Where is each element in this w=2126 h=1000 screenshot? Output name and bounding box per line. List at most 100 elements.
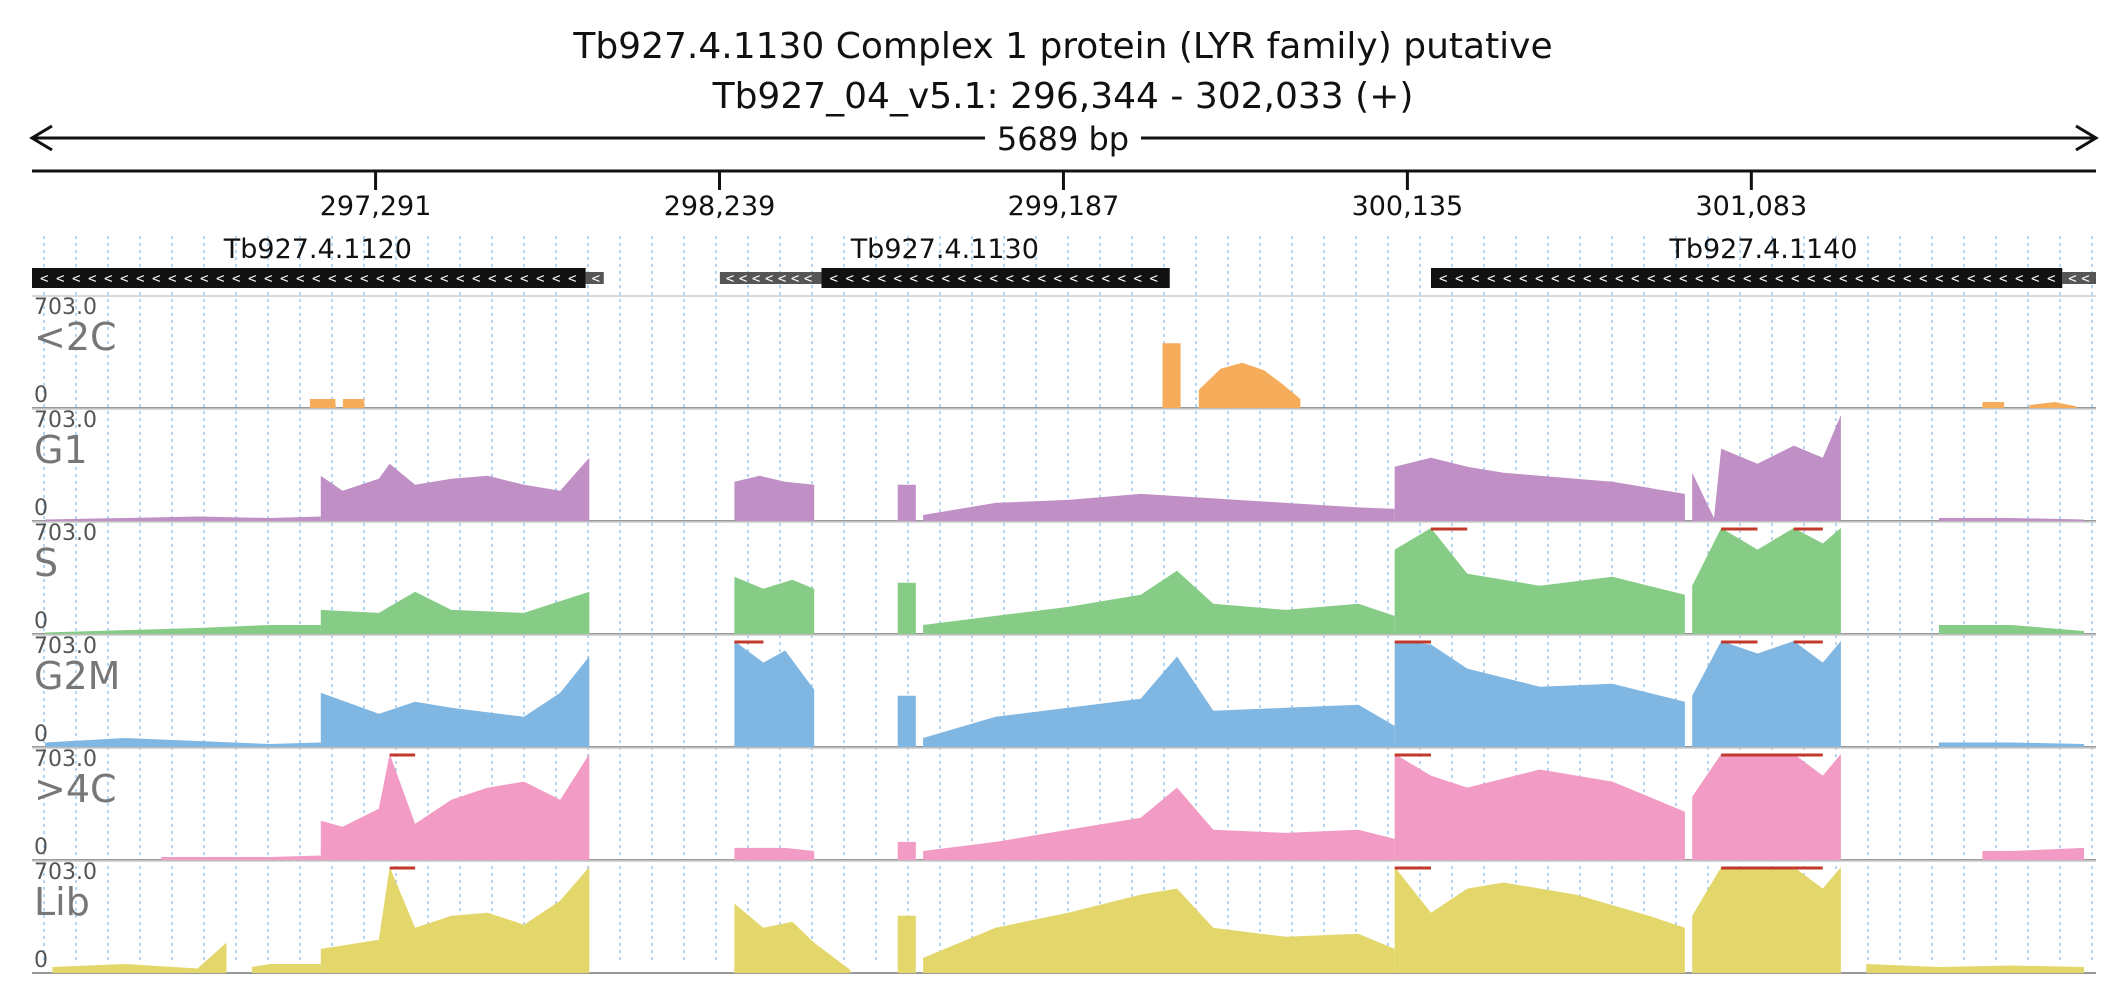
coverage-area bbox=[897, 695, 916, 747]
gene-Tb927.4.1140[interactable]: < < < < < < < < < < < < < < < < < < < < < < < < < < < < < < < < < < < < < < < <… bbox=[1430, 234, 2096, 288]
coverage-area bbox=[923, 570, 1395, 634]
gene-Tb927.4.1120[interactable]: < < < < < < < < < < < < < < < < < < < < < < < < < < < < < < < < < < < Tb927… bbox=[32, 234, 604, 288]
strand-chevron: < bbox=[568, 271, 576, 287]
coordinate-axis: 297,291 298,239 299,187 300,135 301,083 bbox=[32, 169, 2096, 222]
strand-chevron: < bbox=[328, 271, 336, 287]
tick-label: 297,291 bbox=[320, 191, 432, 222]
coverage-area bbox=[342, 399, 365, 408]
gene-label: Tb927.4.1120 bbox=[223, 234, 412, 265]
strand-chevron: < bbox=[1887, 271, 1895, 287]
coverage-area bbox=[45, 738, 321, 747]
coverage-area bbox=[1394, 641, 1685, 747]
strand-chevron: < bbox=[1471, 271, 1479, 287]
coverage-area bbox=[320, 591, 590, 634]
strand-chevron: < bbox=[184, 271, 192, 287]
coverage-area bbox=[923, 888, 1395, 973]
coverage-area bbox=[897, 915, 916, 973]
strand-chevron: < bbox=[136, 271, 144, 287]
strand-chevron: < bbox=[845, 271, 853, 287]
strand-chevron: < bbox=[1615, 271, 1623, 287]
strand-chevron: < bbox=[1021, 271, 1029, 287]
coverage-area bbox=[1866, 964, 2084, 973]
coverage-area bbox=[897, 582, 916, 634]
track-name: G2M bbox=[34, 654, 120, 698]
tick-label: 300,135 bbox=[1352, 191, 1464, 222]
gene-cds bbox=[1430, 268, 2063, 288]
coverage-area bbox=[1394, 457, 1685, 521]
strand-chevron: < bbox=[1903, 271, 1911, 287]
strand-chevron: < bbox=[765, 271, 773, 287]
scale-max-label: 703.0 bbox=[34, 521, 97, 546]
strand-chevron: < bbox=[552, 271, 560, 287]
coverage-area bbox=[45, 516, 321, 521]
coverage-area bbox=[1692, 754, 1841, 860]
coverage-area bbox=[923, 787, 1395, 860]
strand-chevron: < bbox=[726, 271, 734, 287]
strand-chevron: < bbox=[376, 271, 384, 287]
track-name: G1 bbox=[34, 428, 88, 472]
scale-min-label: 0 bbox=[34, 948, 48, 973]
coverage-area bbox=[161, 855, 321, 860]
scale-max-label: 703.0 bbox=[34, 408, 97, 433]
chart-title: Tb927.4.1130 Complex 1 protein (LYR fami… bbox=[572, 26, 1552, 67]
strand-chevron: < bbox=[941, 271, 949, 287]
coverage-area bbox=[320, 656, 590, 747]
coverage-area bbox=[1982, 847, 2084, 860]
strand-chevron: < bbox=[909, 271, 917, 287]
scale-min-label: 0 bbox=[34, 722, 48, 747]
strand-chevron: < bbox=[1599, 271, 1607, 287]
scale-min-label: 0 bbox=[34, 835, 48, 860]
strand-chevron: < bbox=[1487, 271, 1495, 287]
tick-label: 298,239 bbox=[664, 191, 776, 222]
strand-chevron: < bbox=[440, 271, 448, 287]
scale-max-label: 703.0 bbox=[34, 747, 97, 772]
strand-chevron: < bbox=[1743, 271, 1751, 287]
coverage-area bbox=[734, 475, 815, 521]
span-arrow: 5689 bp bbox=[29, 120, 2099, 158]
strand-chevron: < bbox=[1999, 271, 2007, 287]
coverage-area bbox=[1982, 402, 2005, 408]
genomic-location: Tb927_04_v5.1: 296,344 - 302,033 (+) bbox=[712, 76, 1414, 117]
scale-max-label: 703.0 bbox=[34, 634, 97, 659]
strand-chevron: < bbox=[1149, 271, 1157, 287]
gene-label: Tb927.4.1140 bbox=[1668, 234, 1857, 265]
track-name: Lib bbox=[34, 880, 90, 924]
strand-chevron: < bbox=[392, 271, 400, 287]
strand-chevron: < bbox=[861, 271, 869, 287]
strand-chevron: < bbox=[1983, 271, 1991, 287]
tick-label: 299,187 bbox=[1008, 191, 1120, 222]
gene-utr bbox=[719, 272, 822, 284]
coverage-area bbox=[52, 942, 227, 973]
strand-chevron: < bbox=[408, 271, 416, 287]
strand-chevron: < bbox=[1871, 271, 1879, 287]
coverage-area bbox=[1692, 528, 1841, 634]
strand-chevron: < bbox=[925, 271, 933, 287]
strand-chevron: < bbox=[739, 271, 747, 287]
strand-chevron: < bbox=[248, 271, 256, 287]
coverage-area bbox=[734, 903, 851, 973]
gene-Tb927.4.1130[interactable]: < < < < < < < < < < < < < < < < < < < < < < < < < < < < Tb927.4.1130 bbox=[719, 234, 1170, 288]
strand-chevron: < bbox=[120, 271, 128, 287]
coverage-area bbox=[897, 841, 916, 860]
strand-chevron: < bbox=[2068, 271, 2076, 287]
coverage-area bbox=[1938, 625, 2084, 634]
coverage-area bbox=[1162, 343, 1181, 408]
strand-chevron: < bbox=[1935, 271, 1943, 287]
scale-max-label: 703.0 bbox=[34, 860, 97, 885]
strand-chevron: < bbox=[216, 271, 224, 287]
strand-chevron: < bbox=[520, 271, 528, 287]
strand-chevron: < bbox=[1807, 271, 1815, 287]
coverage-area bbox=[923, 493, 1395, 521]
strand-chevron: < bbox=[893, 271, 901, 287]
strand-chevron: < bbox=[804, 271, 812, 287]
strand-chevron: < bbox=[1759, 271, 1767, 287]
strand-chevron: < bbox=[1439, 271, 1447, 287]
coverage-area bbox=[923, 656, 1395, 747]
strand-chevron: < bbox=[2015, 271, 2023, 287]
coverage-area bbox=[1692, 415, 1841, 521]
track-Lib: 703.0 0 Lib bbox=[32, 860, 2096, 974]
coverage-area bbox=[1938, 742, 2084, 747]
strand-chevron: < bbox=[72, 271, 80, 287]
span-label: 5689 bp bbox=[997, 120, 1129, 158]
strand-chevron: < bbox=[1951, 271, 1959, 287]
